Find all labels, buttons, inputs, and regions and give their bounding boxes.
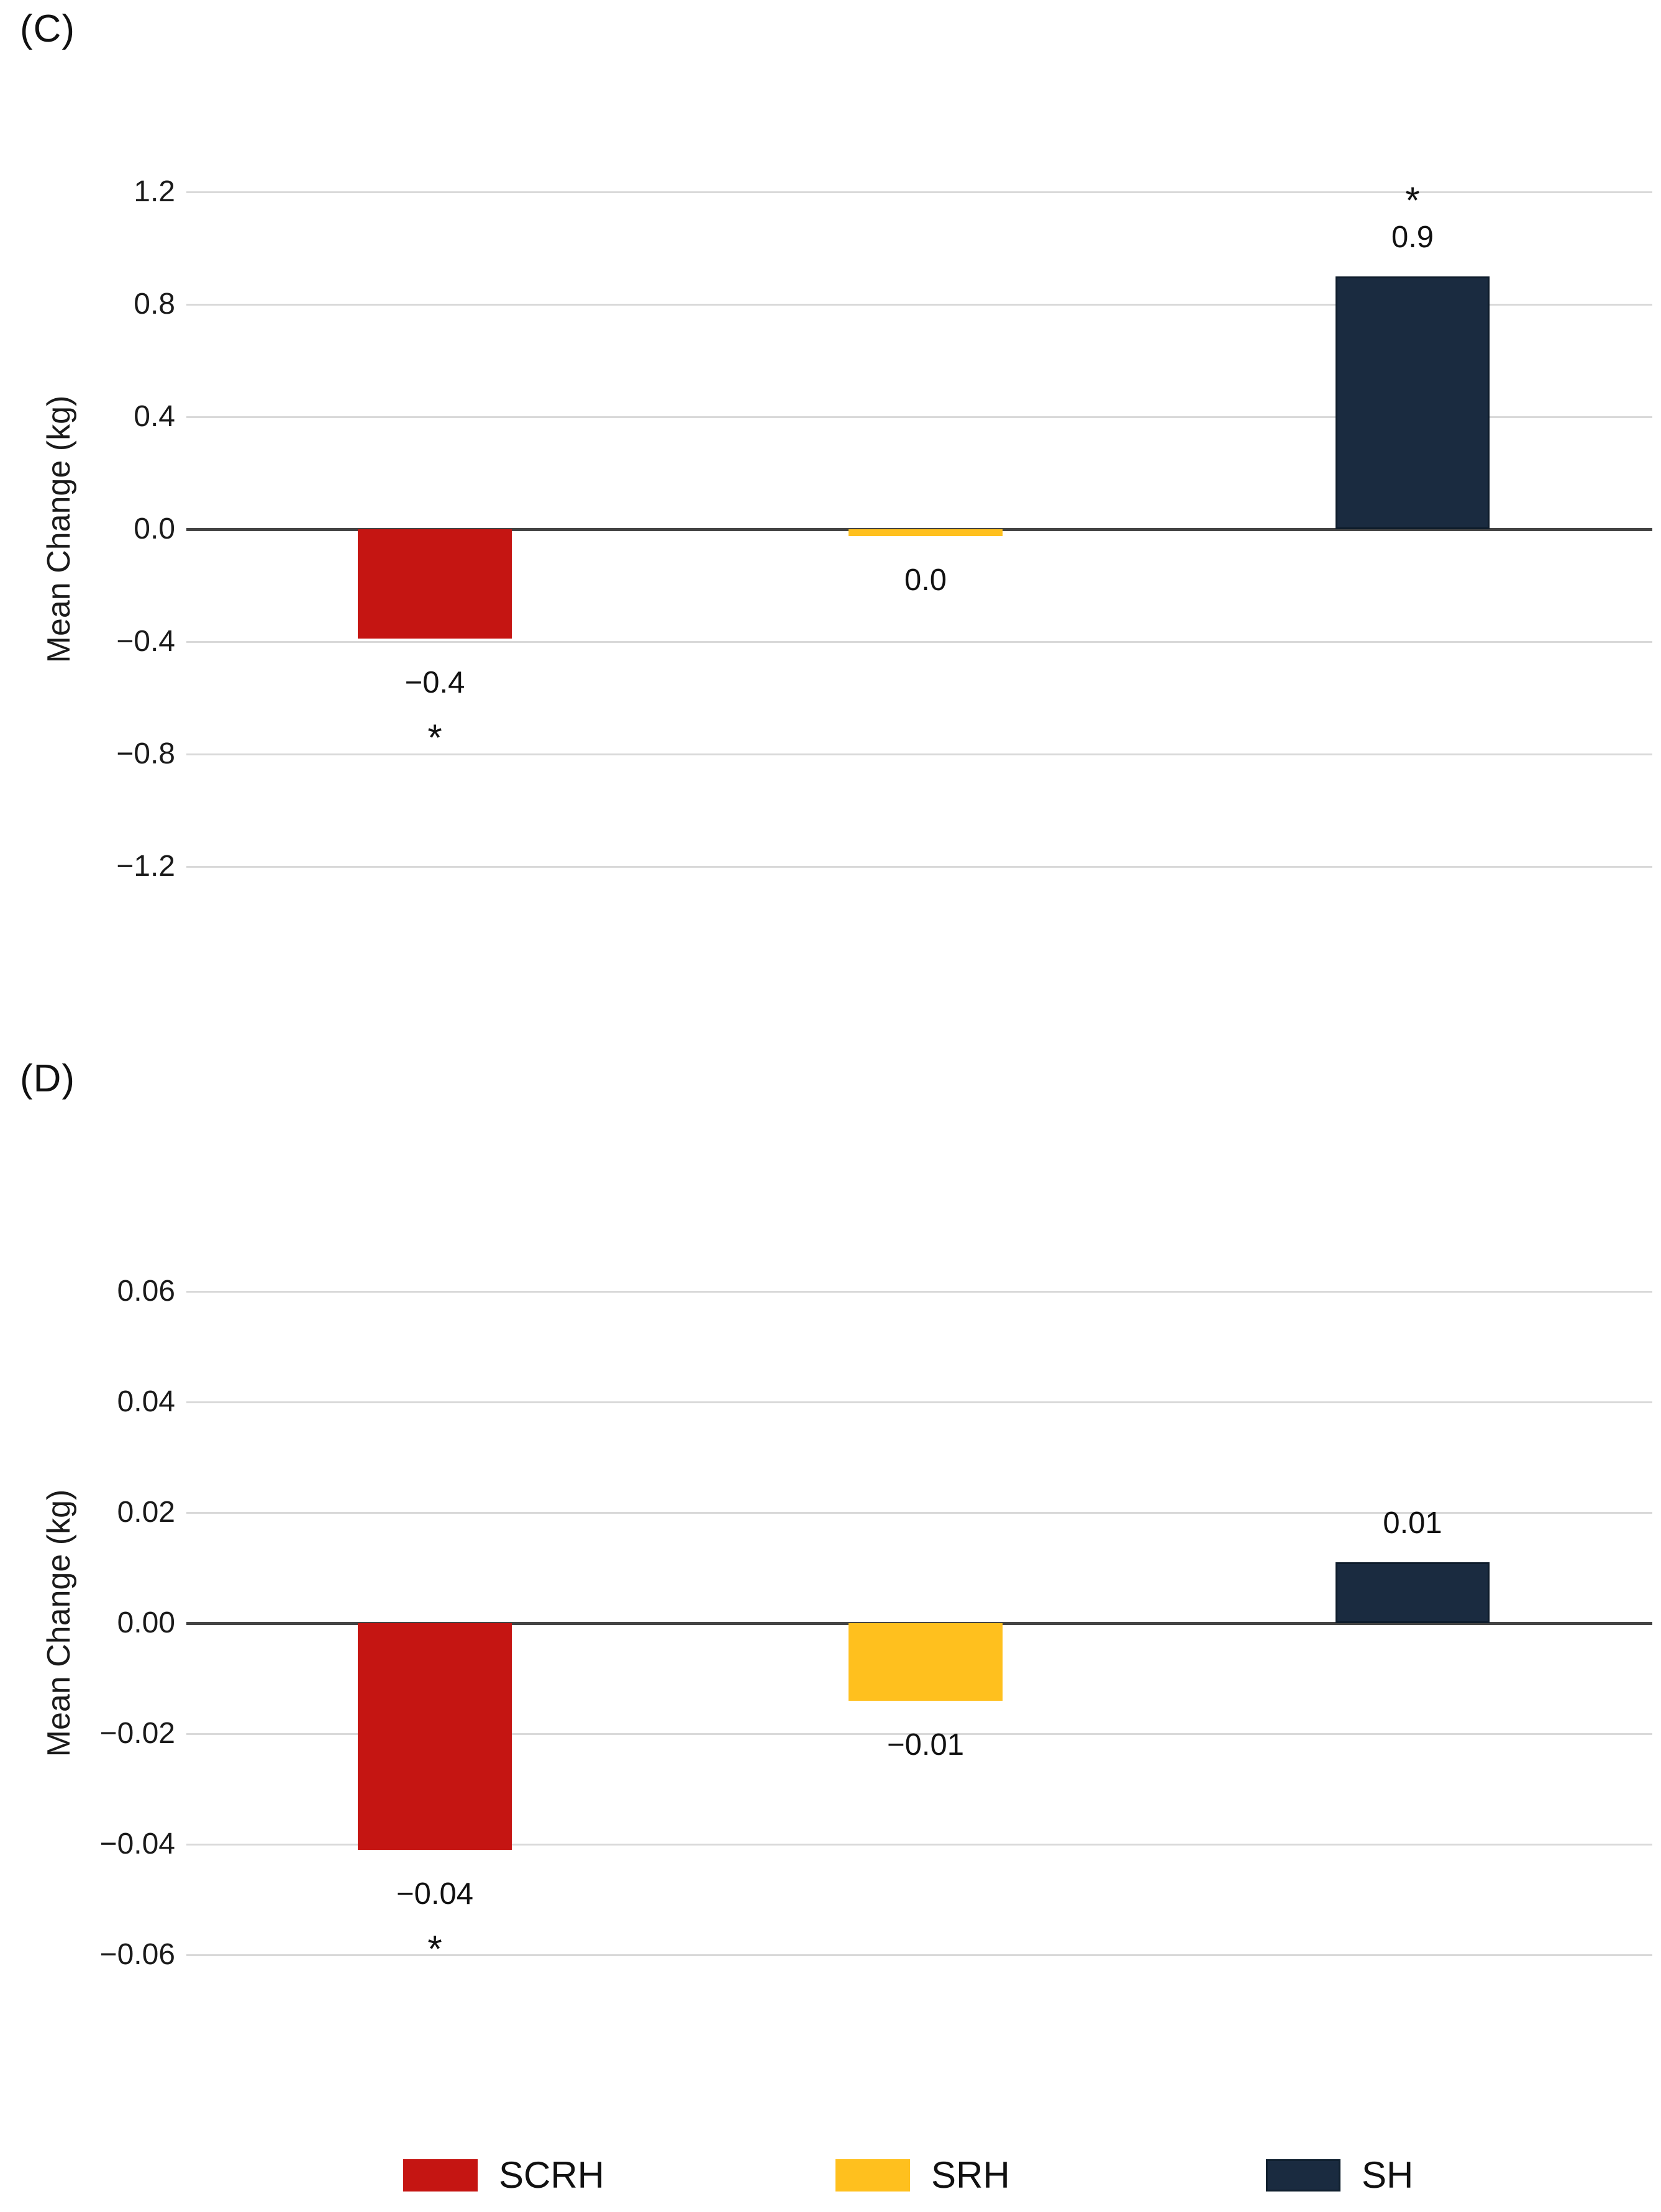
- legend-label-srh: SRH: [931, 2154, 1010, 2196]
- legend-swatch-scrh: [403, 2159, 478, 2192]
- d-bar-srh: [849, 1623, 1003, 1701]
- c-gridline: [186, 191, 1652, 193]
- d-significance-asterisk-scrh: *: [427, 1928, 442, 1970]
- c-bar-sh: [1336, 276, 1490, 529]
- d-value-label-srh: −0.01: [887, 1727, 964, 1762]
- d-bar-sh: [1336, 1562, 1490, 1623]
- d-y-tick-label: 0.04: [117, 1385, 175, 1418]
- legend-label-sh: SH: [1362, 2154, 1414, 2196]
- c-gridline: [186, 753, 1652, 755]
- legend: SCRH SRH SH: [0, 2157, 1661, 2200]
- panel-d-label: (D): [20, 1057, 76, 1100]
- d-y-tick-label: −0.02: [99, 1717, 175, 1750]
- c-y-tick-label: −0.8: [116, 737, 175, 770]
- d-value-label-scrh: −0.04: [396, 1877, 473, 1911]
- d-y-tick-label: −0.04: [99, 1827, 175, 1860]
- c-gridline: [186, 865, 1652, 868]
- c-gridline: [186, 416, 1652, 418]
- panel-c-label: (C): [20, 7, 76, 50]
- legend-item-sh: SH: [1266, 2157, 1413, 2194]
- d-bar-scrh: [358, 1623, 512, 1850]
- d-gridline: [186, 1290, 1652, 1293]
- d-value-label-sh: 0.01: [1383, 1506, 1442, 1541]
- legend-swatch-sh: [1266, 2159, 1340, 2192]
- legend-label-scrh: SCRH: [499, 2154, 605, 2196]
- c-bar-scrh: [358, 529, 512, 639]
- d-y-tick-label: 0.02: [117, 1496, 175, 1529]
- d-gridline: [186, 1954, 1652, 1956]
- c-y-tick-label: −1.2: [116, 850, 175, 883]
- c-value-label-scrh: −0.4: [404, 666, 465, 700]
- c-y-tick-label: 0.8: [134, 288, 175, 321]
- c-value-label-sh: 0.9: [1391, 220, 1434, 254]
- d-gridline: [186, 1843, 1652, 1846]
- c-y-tick-label: 0.4: [134, 400, 175, 433]
- c-significance-asterisk-scrh: *: [427, 717, 442, 759]
- legend-item-scrh: SCRH: [403, 2157, 604, 2194]
- d-y-tick-label: −0.06: [99, 1938, 175, 1971]
- d-gridline: [186, 1401, 1652, 1403]
- c-y-tick-label: 0.0: [134, 512, 175, 545]
- c-value-label-srh: 0.0: [904, 563, 947, 598]
- c-significance-asterisk-sh: *: [1405, 179, 1420, 221]
- d-y-tick-label: 0.00: [117, 1606, 175, 1639]
- c-gridline: [186, 640, 1652, 643]
- legend-swatch-srh: [835, 2159, 910, 2192]
- c-gridline: [186, 303, 1652, 306]
- c-y-tick-label: −0.4: [116, 625, 175, 658]
- d-y-tick-label: 0.06: [117, 1275, 175, 1308]
- c-y-tick-label: 1.2: [134, 175, 175, 208]
- legend-item-srh: SRH: [835, 2157, 1010, 2194]
- c-bar-srh: [849, 529, 1003, 537]
- d-gridline: [186, 1511, 1652, 1514]
- d-gridline: [186, 1732, 1652, 1735]
